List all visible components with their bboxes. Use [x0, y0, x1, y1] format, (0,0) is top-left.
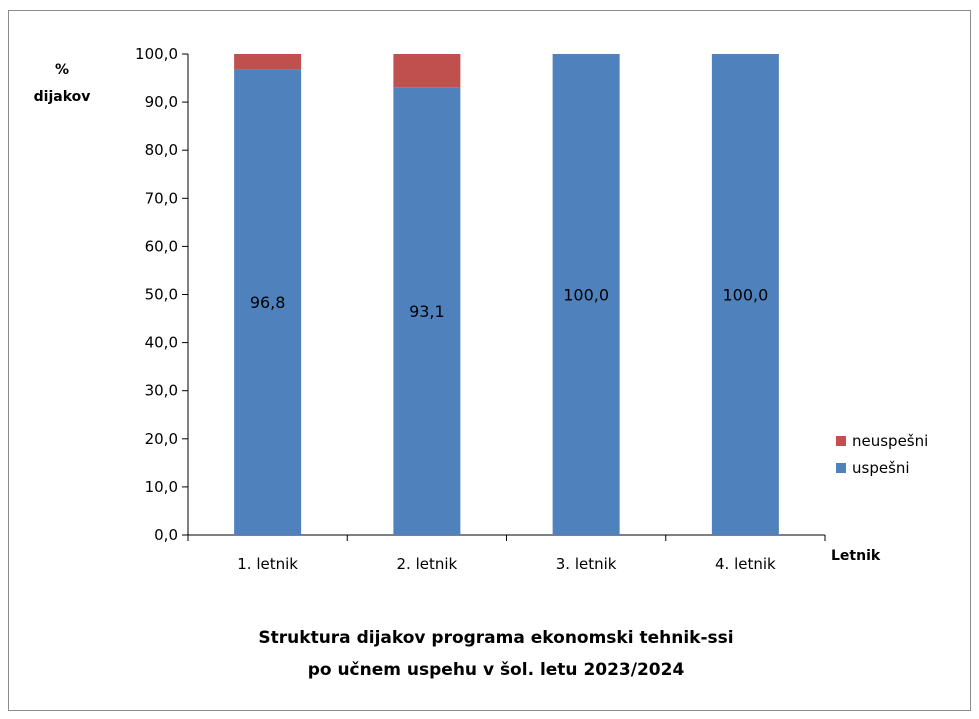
x-tick-label: 1. letnik — [237, 555, 298, 573]
x-tick-label: 2. letnik — [397, 555, 458, 573]
bar-neuspesni — [234, 54, 302, 70]
legend-swatch — [836, 463, 846, 473]
y-tick-label: 20,0 — [145, 430, 178, 448]
legend: neuspešni uspešni — [836, 432, 928, 477]
y-tick-label: 40,0 — [145, 334, 178, 352]
chart-frame — [8, 10, 971, 711]
bar-neuspesni — [393, 54, 461, 88]
x-axis-title: Letnik — [831, 548, 881, 564]
y-tick-label: 50,0 — [145, 286, 178, 304]
y-tick-label: 0,0 — [154, 526, 178, 544]
legend-swatch — [836, 436, 846, 446]
legend-label: uspešni — [852, 459, 910, 477]
bar-uspesni — [234, 69, 302, 535]
bar-uspesni — [552, 54, 620, 535]
y-tick-label: 70,0 — [145, 189, 178, 207]
legend-label: neuspešni — [852, 432, 928, 450]
chart-title-line2: po učnem uspehu v šol. letu 2023/2024 — [308, 660, 685, 680]
y-tick-label: 80,0 — [145, 141, 178, 159]
data-label: 93,1 — [409, 302, 445, 321]
y-tick-label: 90,0 — [145, 93, 178, 111]
bars — [234, 54, 779, 536]
bar-uspesni — [711, 54, 779, 535]
y-axis-title-line1: % — [55, 62, 69, 78]
x-tick-label: 3. letnik — [556, 555, 617, 573]
y-tick-label: 10,0 — [145, 478, 178, 496]
data-label: 96,8 — [250, 293, 286, 312]
chart-title-line1: Struktura dijakov programa ekonomski teh… — [258, 628, 733, 648]
bar-uspesni — [393, 87, 461, 536]
x-tick-labels: 1. letnik 2. letnik 3. letnik 4. letnik — [237, 555, 776, 573]
x-tick-label: 4. letnik — [715, 555, 776, 573]
y-tick-labels: 0,0 10,0 20,0 30,0 40,0 50,0 60,0 70,0 80,0 90,0 1… — [135, 45, 178, 544]
data-labels: 96,8 93,1 100,0 100,0 — [250, 286, 768, 322]
x-tick-marks — [187, 535, 826, 541]
y-tick-label: 30,0 — [145, 382, 178, 400]
data-label: 100,0 — [722, 286, 768, 305]
y-tick-label: 60,0 — [145, 237, 178, 255]
y-tick-label: 100,0 — [135, 45, 178, 63]
data-label: 100,0 — [563, 286, 609, 305]
y-axis-title-line2: dijakov — [34, 89, 91, 105]
y-tick-marks — [182, 53, 188, 536]
